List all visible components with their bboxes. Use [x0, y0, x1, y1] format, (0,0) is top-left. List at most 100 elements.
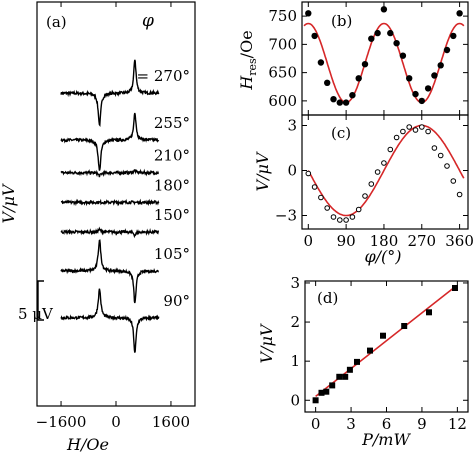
panel-c-fit-curve [307, 124, 465, 217]
data-point [401, 323, 408, 329]
data-point [380, 6, 388, 13]
panel-a-ylabel: V/μV [0, 183, 18, 223]
panel-a-xlabel: H/Oe [66, 435, 109, 454]
x-tick-label: 9 [417, 415, 427, 433]
panel-a-traces [60, 59, 160, 353]
data-point [342, 99, 350, 106]
data-point [374, 169, 381, 175]
data-point [318, 194, 324, 201]
panel-c: (c) −3 0 3 0 90 180 270 360 φ/(°) V/μV [253, 114, 474, 266]
trace-label: 180° [154, 176, 190, 194]
trace-line [60, 59, 160, 127]
data-point [318, 389, 325, 396]
data-point [311, 32, 318, 40]
panel-a-trace-labels: = 270° 255° 210° 180° 150° 105° 90° [137, 67, 190, 310]
data-point [431, 72, 438, 79]
data-point [323, 388, 330, 395]
panel-b-ylabel-text: Hres/Oe [237, 30, 259, 90]
data-point [336, 373, 343, 380]
x-tick-label: 1600 [152, 413, 190, 431]
data-point [324, 79, 331, 87]
ylabel-sub: res [246, 58, 259, 76]
panel-d-ylabel: V/μV [257, 323, 276, 363]
panel-b-axes: 600 650 700 750 [268, 2, 468, 115]
ylabel-unit: /Oe [237, 30, 256, 58]
scale-bar-label: 5 μV [18, 305, 54, 323]
panel-c-ylabel: V/μV [253, 151, 272, 191]
y-tick-label: 1 [290, 352, 300, 370]
x-tick-label: 180 [370, 232, 399, 250]
data-point [368, 35, 375, 42]
phi-symbol: φ [142, 11, 154, 31]
scale-bar: 5 μV [18, 280, 54, 323]
panel-b-frame [301, 1, 469, 116]
x-tick-label: −1600 [36, 413, 87, 431]
trace-line [60, 226, 160, 239]
x-tick-label: 3 [346, 415, 356, 433]
trace-label: = 270° [137, 67, 190, 85]
data-point [425, 128, 431, 135]
data-point [329, 382, 336, 389]
y-tick-label: 700 [268, 35, 297, 53]
panel-c-points [305, 124, 463, 223]
trace-line [60, 168, 159, 178]
panel-c-label: (c) [331, 124, 351, 142]
data-point [355, 206, 362, 213]
y-tick-label: 600 [268, 92, 297, 110]
data-point [419, 124, 425, 130]
data-point [354, 358, 360, 365]
panel-b-label: (b) [331, 12, 352, 30]
trace-label: 210° [154, 147, 190, 165]
y-tick-label: 650 [268, 64, 297, 82]
data-point [380, 332, 386, 339]
trace-label: 150° [154, 206, 190, 224]
scale-bar-line [37, 280, 44, 321]
data-point [406, 75, 413, 82]
data-point [450, 32, 457, 40]
data-point [437, 62, 444, 69]
data-point [406, 124, 413, 130]
data-point [381, 160, 387, 166]
trace-line [60, 288, 160, 353]
y-tick-label: 3 [290, 274, 300, 292]
panel-a-label: (a) [46, 13, 67, 31]
data-point [444, 163, 450, 169]
data-point [456, 10, 463, 17]
data-point [437, 152, 444, 159]
trace-line [60, 112, 160, 171]
data-point [337, 217, 343, 223]
y-tick-label: 2 [290, 313, 300, 331]
panel-b: (b) 600 650 700 750 Hres/Oe [237, 1, 469, 116]
data-point [387, 29, 394, 37]
data-point [362, 193, 368, 199]
ylabel-h: H [237, 75, 256, 91]
data-point [312, 397, 319, 404]
data-point [400, 128, 406, 135]
x-tick-label: 360 [445, 232, 474, 250]
data-point [443, 46, 451, 54]
data-point [343, 217, 349, 223]
x-tick-label: 0 [304, 232, 314, 250]
data-point [349, 214, 356, 220]
y-tick-label: 750 [268, 7, 297, 25]
data-point [412, 127, 419, 133]
data-point [412, 90, 419, 98]
y-tick-label: 0 [290, 391, 300, 409]
data-point [387, 146, 394, 153]
y-tick-label: 3 [287, 117, 297, 135]
panel-b-points [305, 6, 463, 106]
data-point [393, 40, 400, 47]
data-point [393, 134, 400, 141]
trace-label: 255° [154, 114, 190, 132]
panel-c-frame [301, 114, 469, 230]
data-point [450, 178, 457, 184]
data-point [424, 85, 432, 92]
x-tick-label: 0 [111, 413, 121, 431]
data-point [317, 59, 325, 66]
x-tick-label: 270 [407, 232, 436, 250]
data-point [426, 309, 432, 316]
data-point [349, 92, 356, 99]
